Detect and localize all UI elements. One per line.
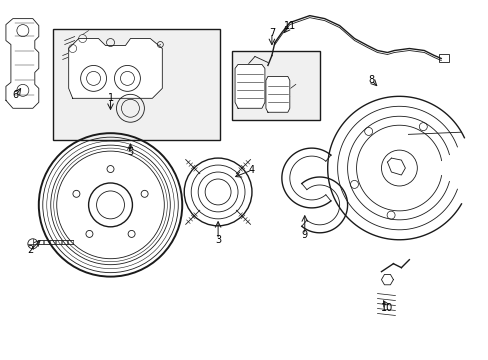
Text: 1: 1	[107, 93, 113, 103]
Bar	[53, 28, 220, 140]
Polygon shape	[6, 19, 39, 108]
Polygon shape	[265, 76, 289, 112]
Text: 4: 4	[248, 165, 255, 175]
Text: 10: 10	[381, 302, 393, 312]
Circle shape	[81, 66, 106, 91]
Polygon shape	[68, 39, 162, 98]
Text: 3: 3	[215, 235, 221, 245]
Circle shape	[114, 66, 140, 91]
Text: 2: 2	[28, 245, 34, 255]
Text: 11: 11	[283, 21, 295, 31]
Bar	[438, 54, 448, 62]
Text: 7: 7	[268, 28, 274, 37]
Text: 8: 8	[367, 75, 374, 85]
Text: 6: 6	[13, 90, 19, 100]
Text: 9: 9	[301, 230, 307, 240]
Polygon shape	[235, 64, 264, 108]
Bar	[232, 50, 319, 120]
Bar	[264, 64, 272, 71]
Text: 5: 5	[127, 147, 133, 157]
